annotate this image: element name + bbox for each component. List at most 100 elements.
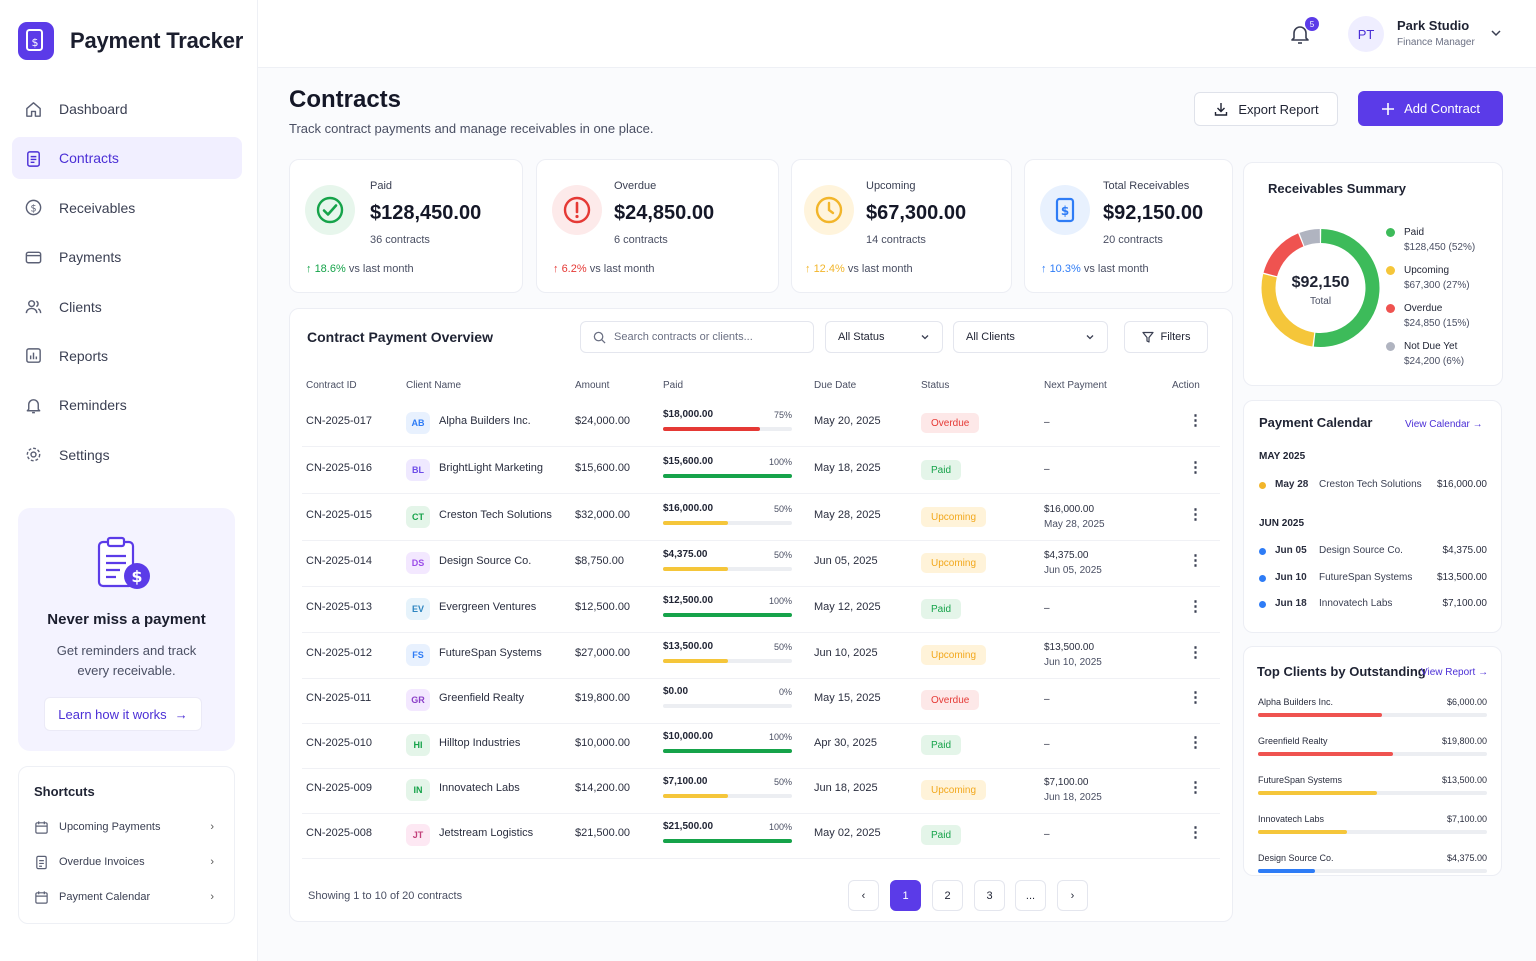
client-name[interactable]: Greenfield Realty <box>439 692 524 704</box>
shortcut-overdue-invoices[interactable]: Overdue Invoices › <box>34 852 214 872</box>
client-name[interactable]: Jetstream Logistics <box>439 827 534 839</box>
sidebar-item-reminders[interactable]: Reminders <box>12 384 242 426</box>
receivables-donut-chart <box>1261 229 1380 347</box>
client-filter-select[interactable]: All Clients <box>953 321 1108 353</box>
table-row[interactable]: CN-2025-013 EV Evergreen Ventures $12,50… <box>302 587 1220 633</box>
top-client-item[interactable]: FutureSpan Systems $13,500.00 <box>1258 775 1487 805</box>
sidebar-item-payments[interactable]: Payments <box>12 236 242 278</box>
sidebar-item-receivables[interactable]: $ Receivables <box>12 187 242 229</box>
more-actions-icon[interactable]: ⋮ <box>1188 824 1203 841</box>
add-contract-button[interactable]: Add Contract <box>1358 91 1503 126</box>
app-logo[interactable]: $ Payment Tracker <box>18 22 243 60</box>
more-actions-icon[interactable]: ⋮ <box>1188 644 1203 661</box>
sidebar-item-reports[interactable]: Reports <box>12 335 242 377</box>
table-row[interactable]: CN-2025-017 AB Alpha Builders Inc. $24,0… <box>302 401 1220 447</box>
more-actions-icon[interactable]: ⋮ <box>1188 779 1203 796</box>
contract-id[interactable]: CN-2025-011 <box>306 692 372 704</box>
client-name[interactable]: FutureSpan Systems <box>439 647 542 659</box>
table-row[interactable]: CN-2025-015 CT Creston Tech Solutions $3… <box>302 495 1220 541</box>
calendar-entry[interactable]: Jun 18 Innovatech Labs $7,100.00 <box>1259 598 1487 612</box>
user-name[interactable]: Park Studio <box>1397 18 1470 33</box>
contract-id[interactable]: CN-2025-008 <box>306 827 373 839</box>
pagination-prev-button[interactable]: ‹ <box>848 880 879 911</box>
shortcut-payment-calendar[interactable]: Payment Calendar › <box>34 887 214 907</box>
more-actions-icon[interactable]: ⋮ <box>1188 412 1203 429</box>
sidebar-item-clients[interactable]: Clients <box>12 286 242 328</box>
more-actions-icon[interactable]: ⋮ <box>1188 689 1203 706</box>
pagination-page-3[interactable]: 3 <box>974 880 1005 911</box>
column-header[interactable]: Paid <box>663 380 684 391</box>
pagination-page-1[interactable]: 1 <box>890 880 921 911</box>
table-row[interactable]: CN-2025-008 JT Jetstream Logistics $21,5… <box>302 813 1220 859</box>
status-filter-select[interactable]: All Status <box>825 321 943 353</box>
calendar-entry[interactable]: Jun 05 Design Source Co. $4,375.00 <box>1259 545 1487 559</box>
more-actions-icon[interactable]: ⋮ <box>1188 734 1203 751</box>
contract-id[interactable]: CN-2025-009 <box>306 782 373 794</box>
sidebar-item-settings[interactable]: Settings <box>12 434 242 476</box>
column-header[interactable]: Status <box>921 380 950 391</box>
pagination-ellipsis[interactable]: ... <box>1015 880 1046 911</box>
calendar-entry[interactable]: May 28 Creston Tech Solutions $16,000.00 <box>1259 479 1487 493</box>
contract-id[interactable]: CN-2025-015 <box>306 509 373 521</box>
top-client-item[interactable]: Design Source Co. $4,375.00 <box>1258 853 1487 883</box>
column-header[interactable]: Client Name <box>406 380 462 391</box>
more-actions-icon[interactable]: ⋮ <box>1188 598 1203 615</box>
shortcut-upcoming-payments[interactable]: Upcoming Payments › <box>34 817 214 837</box>
top-client-item[interactable]: Innovatech Labs $7,100.00 <box>1258 814 1487 844</box>
sidebar-item-label: Contracts <box>59 150 119 167</box>
more-actions-icon[interactable]: ⋮ <box>1188 552 1203 569</box>
view-report-link[interactable]: View Report → <box>1421 667 1488 678</box>
column-header[interactable]: Amount <box>575 380 610 391</box>
pagination-next-button[interactable]: › <box>1057 880 1088 911</box>
table-row[interactable]: CN-2025-014 DS Design Source Co. $8,750.… <box>302 541 1220 587</box>
donut-slice-paid[interactable] <box>1313 229 1380 347</box>
table-row[interactable]: CN-2025-012 FS FutureSpan Systems $27,00… <box>302 633 1220 679</box>
next-payment: – <box>1044 692 1050 707</box>
document-dollar-icon: $ <box>18 22 54 60</box>
top-client-item[interactable]: Greenfield Realty $19,800.00 <box>1258 736 1487 766</box>
client-name[interactable]: Evergreen Ventures <box>439 601 537 613</box>
table-row[interactable]: CN-2025-011 GR Greenfield Realty $19,800… <box>302 678 1220 724</box>
contract-id[interactable]: CN-2025-017 <box>306 415 373 427</box>
more-actions-icon[interactable]: ⋮ <box>1188 506 1203 523</box>
calendar-entry[interactable]: Jun 10 FutureSpan Systems $13,500.00 <box>1259 572 1487 586</box>
sidebar-item-dashboard[interactable]: Dashboard <box>12 88 242 130</box>
client-name[interactable]: Creston Tech Solutions <box>439 509 552 521</box>
view-calendar-link[interactable]: View Calendar → <box>1405 419 1483 430</box>
table-row[interactable]: CN-2025-016 BL BrightLight Marketing $15… <box>302 448 1220 494</box>
learn-more-button[interactable]: Learn how it works → <box>44 697 202 731</box>
top-client-item[interactable]: Alpha Builders Inc. $6,000.00 <box>1258 697 1487 727</box>
stat-card-total-receivables: $ Total Receivables $92,150.00 20 contra… <box>1024 159 1233 293</box>
donut-slice-overdue[interactable] <box>1263 233 1304 277</box>
donut-total-label: Total <box>1309 296 1332 307</box>
client-name[interactable]: BrightLight Marketing <box>439 462 543 474</box>
client-name[interactable]: Innovatech Labs <box>439 782 520 794</box>
table-row[interactable]: CN-2025-009 IN Innovatech Labs $14,200.0… <box>302 768 1220 814</box>
pagination-page-2[interactable]: 2 <box>932 880 963 911</box>
search-input[interactable]: Search contracts or clients... <box>580 321 814 353</box>
filters-button[interactable]: Filters <box>1124 321 1208 353</box>
column-header[interactable]: Due Date <box>814 380 857 391</box>
contract-id[interactable]: CN-2025-012 <box>306 647 373 659</box>
sidebar-item-contracts[interactable]: Contracts <box>12 137 242 180</box>
donut-slice-upcoming[interactable] <box>1261 274 1315 347</box>
avatar[interactable]: PT <box>1348 16 1384 52</box>
contract-id[interactable]: CN-2025-010 <box>306 737 373 749</box>
client-name[interactable]: Alpha Builders Inc. <box>439 415 531 427</box>
contract-id[interactable]: CN-2025-013 <box>306 601 373 613</box>
outstanding-bar-fill <box>1258 869 1316 873</box>
column-header[interactable]: Contract ID <box>306 380 357 391</box>
client-name[interactable]: Design Source Co. <box>439 555 532 567</box>
table-row[interactable]: CN-2025-010 HI Hilltop Industries $10,00… <box>302 723 1220 769</box>
notifications-button[interactable]: 5 <box>1288 17 1319 48</box>
donut-slice-not-due-yet[interactable] <box>1299 229 1321 247</box>
contract-id[interactable]: CN-2025-016 <box>306 462 373 474</box>
column-header[interactable]: Next Payment <box>1044 380 1107 391</box>
more-actions-icon[interactable]: ⋮ <box>1188 459 1203 476</box>
shortcut-label: Upcoming Payments <box>59 821 161 833</box>
chevron-down-icon[interactable] <box>1490 27 1502 39</box>
export-report-button[interactable]: Export Report <box>1194 92 1338 126</box>
contract-id[interactable]: CN-2025-014 <box>306 555 373 567</box>
bar-chart-icon <box>26 348 41 364</box>
client-name[interactable]: Hilltop Industries <box>439 737 521 749</box>
